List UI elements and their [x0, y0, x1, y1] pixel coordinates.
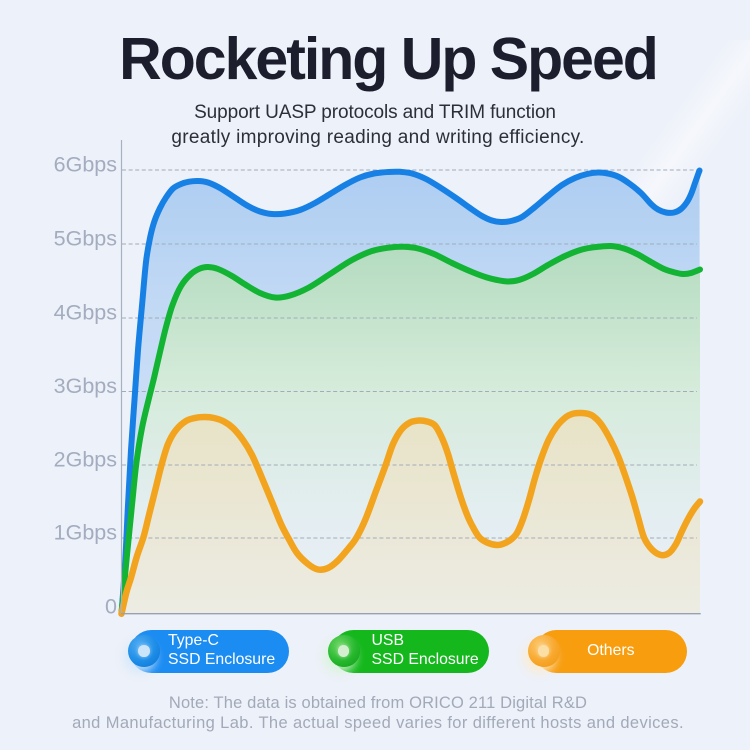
svg-text:3Gbps: 3Gbps: [54, 374, 117, 398]
svg-text:2Gbps: 2Gbps: [54, 448, 117, 472]
svg-text:0: 0: [105, 595, 117, 619]
svg-text:5Gbps: 5Gbps: [54, 227, 117, 251]
svg-text:4Gbps: 4Gbps: [54, 301, 117, 325]
svg-text:1Gbps: 1Gbps: [54, 521, 117, 545]
svg-text:6Gbps: 6Gbps: [54, 153, 117, 177]
